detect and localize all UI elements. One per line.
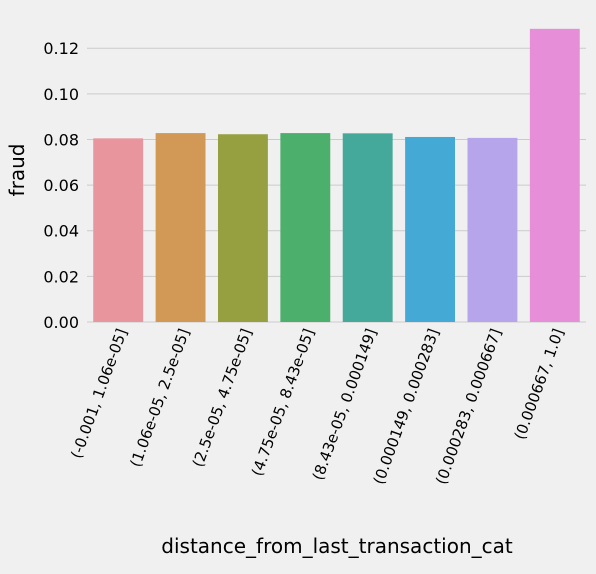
x-tick-label: (4.75e-05, 8.43e-05]: [248, 326, 318, 478]
x-tick-label: (0.000149, 0.000283]: [370, 326, 443, 487]
y-tick-labels: 0.00 0.02 0.04 0.06 0.08 0.10 0.12: [43, 39, 79, 332]
y-tick-label: 0.02: [43, 267, 79, 286]
x-tick-label: (0.000667, 1.0]: [511, 326, 568, 442]
y-axis-label: fraud: [5, 144, 29, 197]
bars: [93, 28, 580, 323]
bar: [217, 134, 268, 322]
y-tick-label: 0.08: [43, 130, 79, 149]
y-tick-label: 0.00: [43, 313, 79, 332]
bar: [529, 28, 580, 323]
bar: [405, 136, 456, 322]
x-axis-label: distance_from_last_transaction_cat: [161, 534, 513, 558]
x-tick-label: (8.43e-05, 0.000149]: [309, 326, 381, 482]
bar: [280, 133, 331, 322]
y-tick-label: 0.12: [43, 39, 79, 58]
x-tick-label: (1.06e-05, 2.5e-05]: [126, 326, 193, 469]
x-tick-labels: (-0.001, 1.06e-05](1.06e-05, 2.5e-05](2.…: [67, 326, 567, 487]
bar: [155, 133, 206, 322]
bar: [93, 138, 144, 322]
y-tick-label: 0.04: [43, 222, 79, 241]
y-tick-label: 0.06: [43, 176, 79, 195]
x-tick-label: (0.000283, 0.000667]: [432, 326, 505, 487]
y-tick-label: 0.10: [43, 85, 79, 104]
x-tick-label: (-0.001, 1.06e-05]: [67, 326, 131, 461]
bar: [467, 137, 518, 322]
bar: [342, 133, 393, 322]
x-tick-label: (2.5e-05, 4.75e-05]: [189, 326, 256, 469]
